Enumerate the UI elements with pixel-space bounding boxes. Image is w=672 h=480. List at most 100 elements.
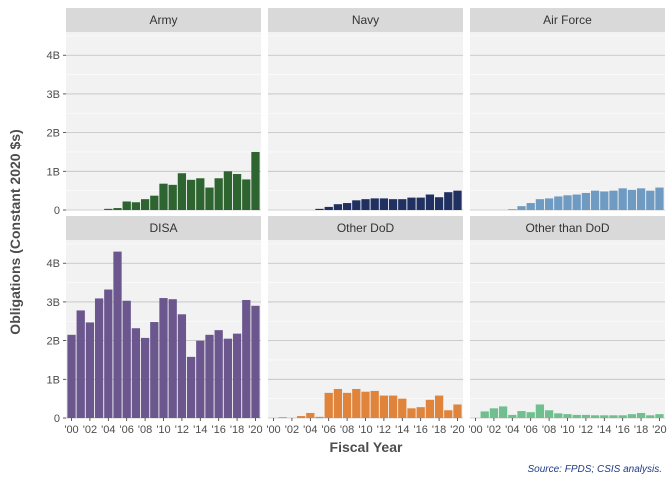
bar-disa-2005 xyxy=(113,251,122,418)
bar-other-dod-2011 xyxy=(370,390,379,418)
bar-air-force-2020 xyxy=(655,187,664,210)
x-tick-label: '16 xyxy=(616,424,630,436)
bar-navy-2011 xyxy=(370,198,379,210)
facet-strip xyxy=(268,216,463,240)
bar-other-dod-2004 xyxy=(306,412,315,418)
x-tick-label: '18 xyxy=(230,424,244,436)
bar-army-2019 xyxy=(242,179,251,210)
x-tick-label: '20 xyxy=(248,424,262,436)
panel-background xyxy=(268,32,463,210)
bar-army-2018 xyxy=(232,174,242,210)
bar-air-force-2008 xyxy=(544,198,554,210)
x-tick-label: '00 xyxy=(468,424,482,436)
x-tick-label: '12 xyxy=(377,424,391,436)
x-tick-label: '04 xyxy=(303,424,317,436)
x-tick-label: '02 xyxy=(487,424,501,436)
bar-other-than-dod-2019 xyxy=(646,415,655,418)
y-tick-label: 4B xyxy=(47,50,60,62)
facet-strip-label: Navy xyxy=(352,13,379,27)
bar-army-2010 xyxy=(159,183,168,210)
bar-air-force-2010 xyxy=(563,195,572,210)
facet-army: Army xyxy=(66,8,261,211)
bar-navy-2009 xyxy=(352,200,361,210)
bar-other-dod-2005 xyxy=(315,416,324,418)
bar-disa-2014 xyxy=(196,340,205,418)
bar-army-2017 xyxy=(223,171,233,210)
bar-army-2004 xyxy=(104,208,113,210)
x-tick-label: '00 xyxy=(266,424,280,436)
facet-strip xyxy=(66,216,261,240)
facet-panels: Army Navy Air Force DISA Other DoD Other than… xyxy=(66,8,665,419)
bar-air-force-2005 xyxy=(517,206,526,210)
bar-other-dod-2001 xyxy=(278,417,287,418)
bar-other-dod-2006 xyxy=(324,392,333,418)
bar-navy-2019 xyxy=(444,192,453,210)
facet-strip-label: DISA xyxy=(149,221,177,235)
bar-navy-2013 xyxy=(388,199,398,210)
panel-background xyxy=(470,32,665,210)
bar-navy-2016 xyxy=(416,197,425,210)
x-tick-label: '10 xyxy=(358,424,372,436)
bar-other-than-dod-2012 xyxy=(581,414,591,418)
bar-navy-2017 xyxy=(425,194,435,210)
bar-air-force-2013 xyxy=(590,190,600,210)
x-axes: '00 '02 '04 '06 '08 '10 '12 '14 '16 '18 '20 '00 '02 '… xyxy=(64,418,667,436)
x-tick-label: '02 xyxy=(83,424,97,436)
facet-strip xyxy=(268,8,463,32)
bar-other-dod-2017 xyxy=(425,399,435,418)
bar-air-force-2004 xyxy=(508,209,517,210)
bar-disa-2020 xyxy=(251,305,260,418)
bar-other-dod-2009 xyxy=(352,388,361,418)
x-tick-label: '14 xyxy=(597,424,611,436)
x-tick-label: '14 xyxy=(395,424,409,436)
bar-army-2016 xyxy=(214,178,223,210)
bar-army-2012 xyxy=(177,173,187,210)
bar-other-dod-2008 xyxy=(342,392,352,418)
y-tick-label: 3B xyxy=(47,89,60,101)
bar-air-force-2007 xyxy=(535,199,545,210)
y-tick-label: 1B xyxy=(47,166,60,178)
facet-disa: DISA xyxy=(66,216,261,419)
bar-army-2008 xyxy=(140,199,150,210)
bar-disa-2013 xyxy=(186,356,196,418)
bar-other-dod-2012 xyxy=(379,395,389,418)
x-tick-label: '10 xyxy=(156,424,170,436)
bar-other-dod-2018 xyxy=(434,395,444,418)
x-tick-label: '06 xyxy=(120,424,134,436)
bar-other-than-dod-2001 xyxy=(480,411,489,418)
x-tick-label: '16 xyxy=(414,424,428,436)
bar-disa-2017 xyxy=(223,338,233,418)
y-tick-label: 0 xyxy=(54,205,60,217)
bar-disa-2016 xyxy=(214,330,223,418)
y-axis-title: Obligations (Constant 2020 $s) xyxy=(7,129,23,334)
x-tick-label: '00 xyxy=(64,424,78,436)
bar-army-2009 xyxy=(150,195,159,210)
bar-disa-2007 xyxy=(131,328,141,418)
y-tick-label: 4B xyxy=(47,258,60,270)
y-axes: 0 1B 2B 3B 4B 0 1B 2B 3B 4B xyxy=(47,50,66,425)
x-tick-label: '02 xyxy=(285,424,299,436)
facet-other-dod: Other DoD xyxy=(268,216,463,419)
bar-other-than-dod-2007 xyxy=(535,404,545,418)
source-caption: Source: FPDS; CSIS analysis. xyxy=(528,464,663,475)
panel-background xyxy=(268,240,463,418)
bar-other-dod-2014 xyxy=(398,398,407,418)
facet-navy: Navy xyxy=(268,8,463,211)
bar-disa-2018 xyxy=(232,333,242,418)
bar-other-dod-2003 xyxy=(296,416,306,418)
x-tick-label: '14 xyxy=(193,424,207,436)
bar-disa-2000 xyxy=(67,334,76,418)
bar-disa-2009 xyxy=(150,322,159,418)
bar-disa-2004 xyxy=(104,289,113,418)
bar-navy-2007 xyxy=(333,204,343,210)
bar-air-force-2016 xyxy=(618,188,627,210)
bar-other-than-dod-2017 xyxy=(627,414,637,418)
bar-air-force-2012 xyxy=(581,192,591,210)
y-tick-label: 3B xyxy=(47,297,60,309)
x-tick-label: '04 xyxy=(505,424,519,436)
bar-army-2020 xyxy=(251,151,260,210)
facet-air-force: Air Force xyxy=(470,8,665,211)
bar-other-than-dod-2003 xyxy=(498,406,508,418)
bar-other-than-dod-2008 xyxy=(544,410,554,418)
bar-other-dod-2019 xyxy=(444,410,453,418)
